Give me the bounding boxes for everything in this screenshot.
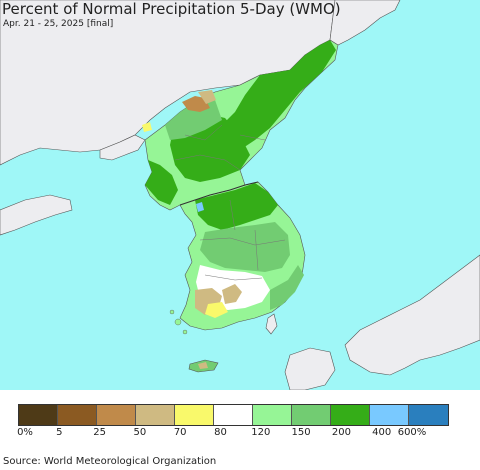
legend-tick-label: 120: [251, 427, 271, 438]
legend-tick-label: 25: [93, 427, 106, 438]
nk-sk-border: [179, 181, 259, 206]
liaodong-yellow-spot: [142, 122, 152, 132]
legend-tick-label: 200: [331, 427, 351, 438]
color-legend: [18, 404, 449, 426]
legend-swatch: [253, 405, 292, 425]
legend-tick-label: 150: [291, 427, 311, 438]
legend-swatch: [136, 405, 175, 425]
legend-tick-label: 50: [133, 427, 147, 438]
nk-mid-green-zone: [165, 100, 222, 140]
sk-green-southeast: [270, 265, 304, 310]
nk-brown-patch: [182, 96, 210, 112]
coastal-island: [169, 309, 175, 315]
legend-swatch: [370, 405, 409, 425]
legend-swatch: [19, 405, 58, 425]
map-title: Percent of Normal Precipitation 5-Day (W…: [2, 0, 341, 18]
sk-yellow-zone: [205, 302, 228, 318]
legend-swatch: [97, 405, 136, 425]
japan-honshu: [344, 254, 480, 376]
province-lines: [174, 124, 286, 281]
liaodong-peninsula: [99, 134, 146, 161]
nk-green-zone-east: [222, 40, 336, 150]
precipitation-map: [0, 0, 480, 390]
legend-swatch: [331, 405, 370, 425]
legend-swatch: [58, 405, 97, 425]
legend-tick-label: 70: [173, 427, 187, 438]
legend-tick-label: 5: [56, 427, 63, 438]
sk-blue-spot: [196, 202, 204, 212]
legend-tick-label: 600%: [397, 427, 427, 438]
coastal-island: [182, 329, 188, 335]
legend-tick-label: 0%: [17, 427, 33, 438]
legend-swatch: [409, 405, 448, 425]
sk-mid-green-zone: [200, 222, 290, 272]
coastal-island: [174, 318, 182, 326]
japan-kyushu: [284, 347, 336, 390]
legend-swatch: [214, 405, 253, 425]
legend-swatch: [175, 405, 214, 425]
tsushima-island: [265, 313, 278, 335]
nk-west-coast-green: [145, 160, 178, 205]
jeju-tan-spot: [198, 362, 208, 369]
shandong-peninsula: [0, 194, 73, 236]
nk-tan-patch: [198, 90, 216, 104]
legend-tick-label: 80: [214, 427, 227, 438]
sk-green-zone-north: [195, 183, 278, 230]
legend-tick-label: 400: [372, 427, 392, 438]
legend-ticks: 0% 5 25 50 70 80 120 150 200 400 600%: [0, 427, 480, 441]
sk-tan-zone-south: [222, 284, 242, 304]
source-credit: Source: World Meteorological Organizatio…: [3, 456, 217, 467]
legend-swatch: [292, 405, 331, 425]
map-subtitle: Apr. 21 - 25, 2025 [final]: [3, 19, 114, 29]
